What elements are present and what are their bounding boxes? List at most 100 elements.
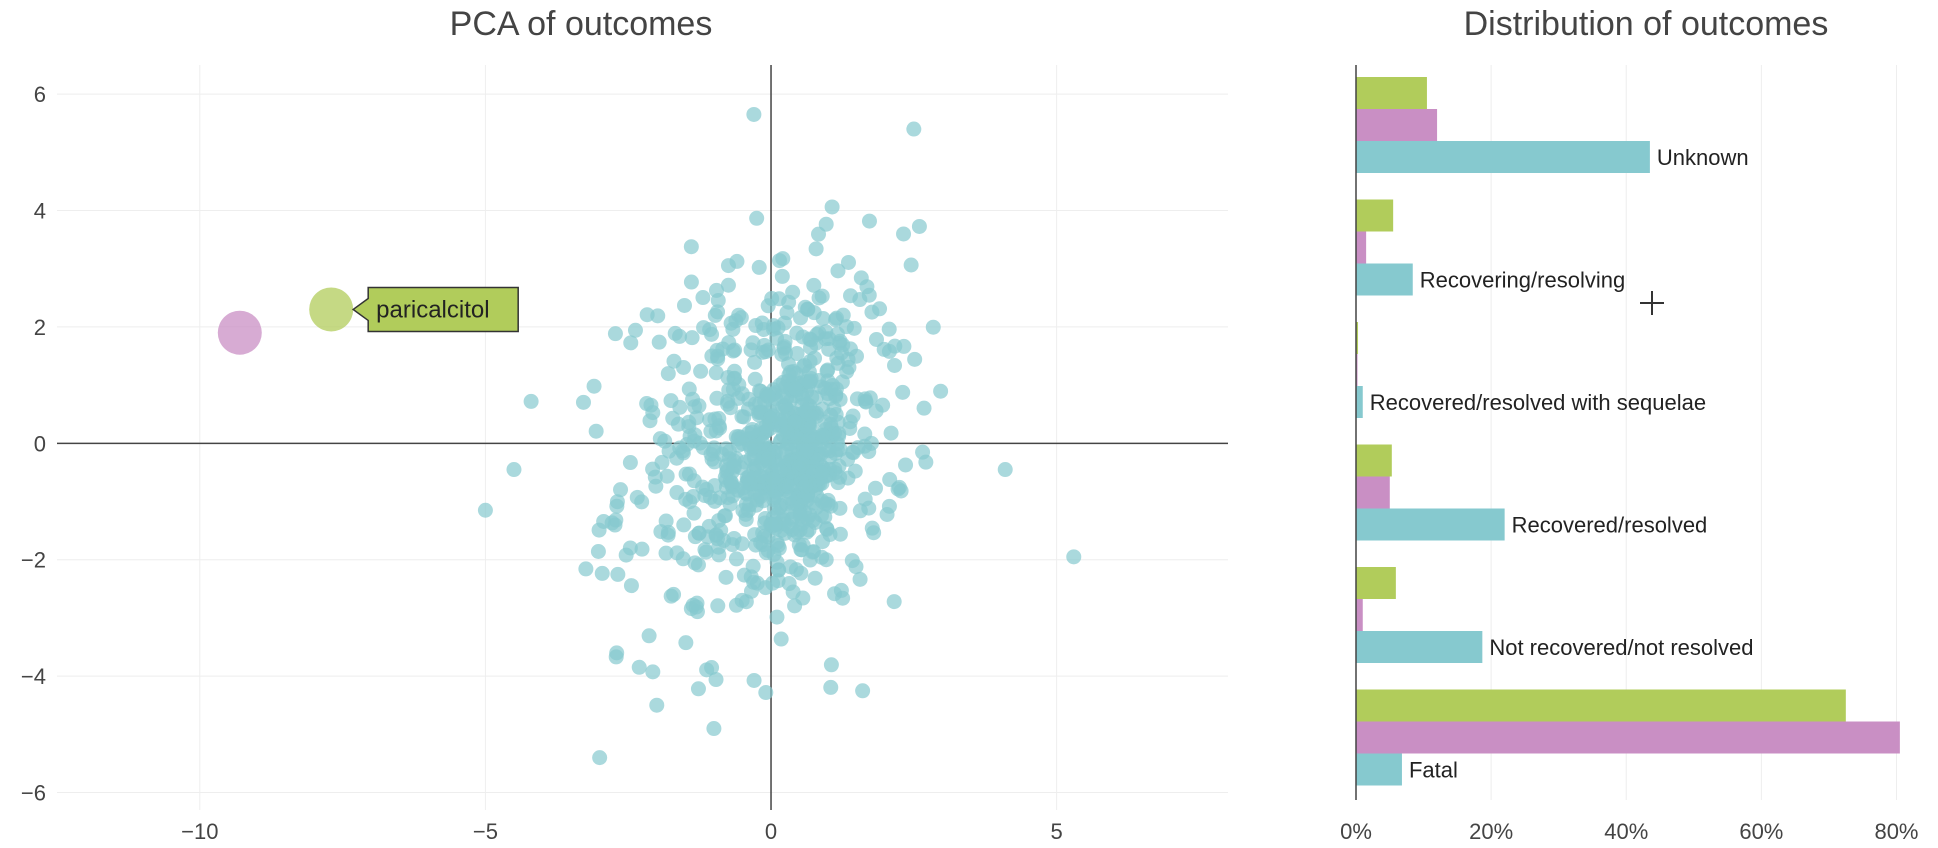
pca-point[interactable]: [718, 441, 734, 457]
distribution-bar[interactable]: [1356, 231, 1367, 264]
pca-point[interactable]: [758, 580, 774, 596]
pca-point[interactable]: [691, 398, 707, 414]
pca-point[interactable]: [903, 257, 919, 273]
pca-point[interactable]: [819, 520, 835, 536]
distribution-bar[interactable]: [1356, 567, 1396, 599]
pca-point[interactable]: [751, 407, 767, 423]
pca-point[interactable]: [743, 583, 759, 599]
pca-point[interactable]: [523, 393, 539, 409]
pca-point[interactable]: [751, 259, 767, 275]
pca-point[interactable]: [808, 241, 824, 257]
pca-point[interactable]: [706, 721, 722, 737]
pca-point[interactable]: [695, 290, 711, 306]
pca-point[interactable]: [840, 351, 856, 367]
pca-point[interactable]: [802, 552, 818, 568]
pca-point[interactable]: [829, 350, 845, 366]
pca-point[interactable]: [676, 517, 692, 533]
pca-point[interactable]: [861, 213, 877, 229]
distribution-bar[interactable]: [1356, 141, 1650, 173]
pca-point[interactable]: [665, 410, 681, 426]
pca-point[interactable]: [720, 396, 736, 412]
pca-point[interactable]: [707, 307, 723, 323]
pca-point[interactable]: [828, 406, 844, 422]
pca-point[interactable]: [777, 333, 793, 349]
pca-point[interactable]: [709, 531, 725, 547]
pca-point[interactable]: [789, 325, 805, 341]
pca-point[interactable]: [610, 566, 626, 582]
pca-point[interactable]: [881, 498, 897, 514]
pca-point[interactable]: [575, 394, 591, 410]
pca-point[interactable]: [746, 106, 762, 122]
pca-point[interactable]: [648, 478, 664, 494]
pca-point[interactable]: [627, 322, 643, 338]
pca-point[interactable]: [872, 301, 888, 317]
pca-point[interactable]: [686, 505, 702, 521]
pca-point[interactable]: [830, 263, 846, 279]
pca-point[interactable]: [690, 681, 706, 697]
pca-point[interactable]: [997, 462, 1013, 478]
pca-point[interactable]: [717, 508, 733, 524]
pca-point[interactable]: [773, 631, 789, 647]
pca-point[interactable]: [895, 384, 911, 400]
pca-point[interactable]: [721, 335, 737, 351]
pca-point[interactable]: [736, 567, 752, 583]
pca-point[interactable]: [781, 576, 797, 592]
pca-point[interactable]: [623, 335, 639, 351]
pca-point[interactable]: [863, 435, 879, 451]
pca-point[interactable]: [800, 301, 816, 317]
pca-point[interactable]: [654, 454, 670, 470]
pca-point[interactable]: [814, 288, 830, 304]
pca-point[interactable]: [639, 307, 655, 323]
pca-point[interactable]: [823, 657, 839, 673]
pca-point[interactable]: [925, 319, 941, 335]
pca-point[interactable]: [660, 524, 676, 540]
pca-point[interactable]: [745, 335, 761, 351]
pca-point[interactable]: [844, 444, 860, 460]
pca-point[interactable]: [660, 366, 676, 382]
pca-point[interactable]: [658, 545, 674, 561]
pca-point[interactable]: [807, 570, 823, 586]
pca-point[interactable]: [760, 451, 776, 467]
pca-point[interactable]: [604, 515, 620, 531]
pca-point[interactable]: [848, 559, 864, 575]
pca-point[interactable]: [758, 418, 774, 434]
pca-point[interactable]: [823, 679, 839, 695]
distribution-bar[interactable]: [1356, 322, 1359, 354]
pca-point[interactable]: [749, 210, 765, 226]
pca-point[interactable]: [669, 485, 685, 501]
pca-point[interactable]: [760, 389, 776, 405]
pca-point[interactable]: [690, 557, 706, 573]
pca-point[interactable]: [779, 424, 795, 440]
pca-point[interactable]: [896, 226, 912, 242]
pca-point[interactable]: [864, 520, 880, 536]
pca-point[interactable]: [782, 559, 798, 575]
pca-point[interactable]: [916, 400, 932, 416]
pca-point[interactable]: [609, 498, 625, 514]
pca-point[interactable]: [771, 562, 787, 578]
pca-point[interactable]: [1066, 549, 1082, 565]
pca-point[interactable]: [843, 288, 859, 304]
pca-point[interactable]: [629, 489, 645, 505]
pca-point[interactable]: [708, 423, 724, 439]
pca-point[interactable]: [698, 544, 714, 560]
pca-point[interactable]: [840, 254, 856, 270]
pca-point[interactable]: [898, 457, 914, 473]
pca-point[interactable]: [883, 425, 899, 441]
pca-point[interactable]: [794, 457, 810, 473]
pca-point[interactable]: [911, 218, 927, 234]
pca-point[interactable]: [708, 672, 724, 688]
pca-point[interactable]: [631, 659, 647, 675]
pca-point[interactable]: [780, 478, 796, 494]
pca-point[interactable]: [718, 569, 734, 585]
pca-point[interactable]: [818, 216, 834, 232]
pca-point[interactable]: [692, 435, 708, 451]
paricalcitol-point[interactable]: [309, 287, 354, 332]
pca-point[interactable]: [805, 512, 821, 528]
pca-point[interactable]: [651, 334, 667, 350]
pca-point[interactable]: [725, 488, 741, 504]
pca-point[interactable]: [742, 476, 758, 492]
pca-point[interactable]: [801, 364, 817, 380]
pca-point[interactable]: [785, 284, 801, 300]
pca-point[interactable]: [728, 551, 744, 567]
pca-point[interactable]: [723, 315, 739, 331]
